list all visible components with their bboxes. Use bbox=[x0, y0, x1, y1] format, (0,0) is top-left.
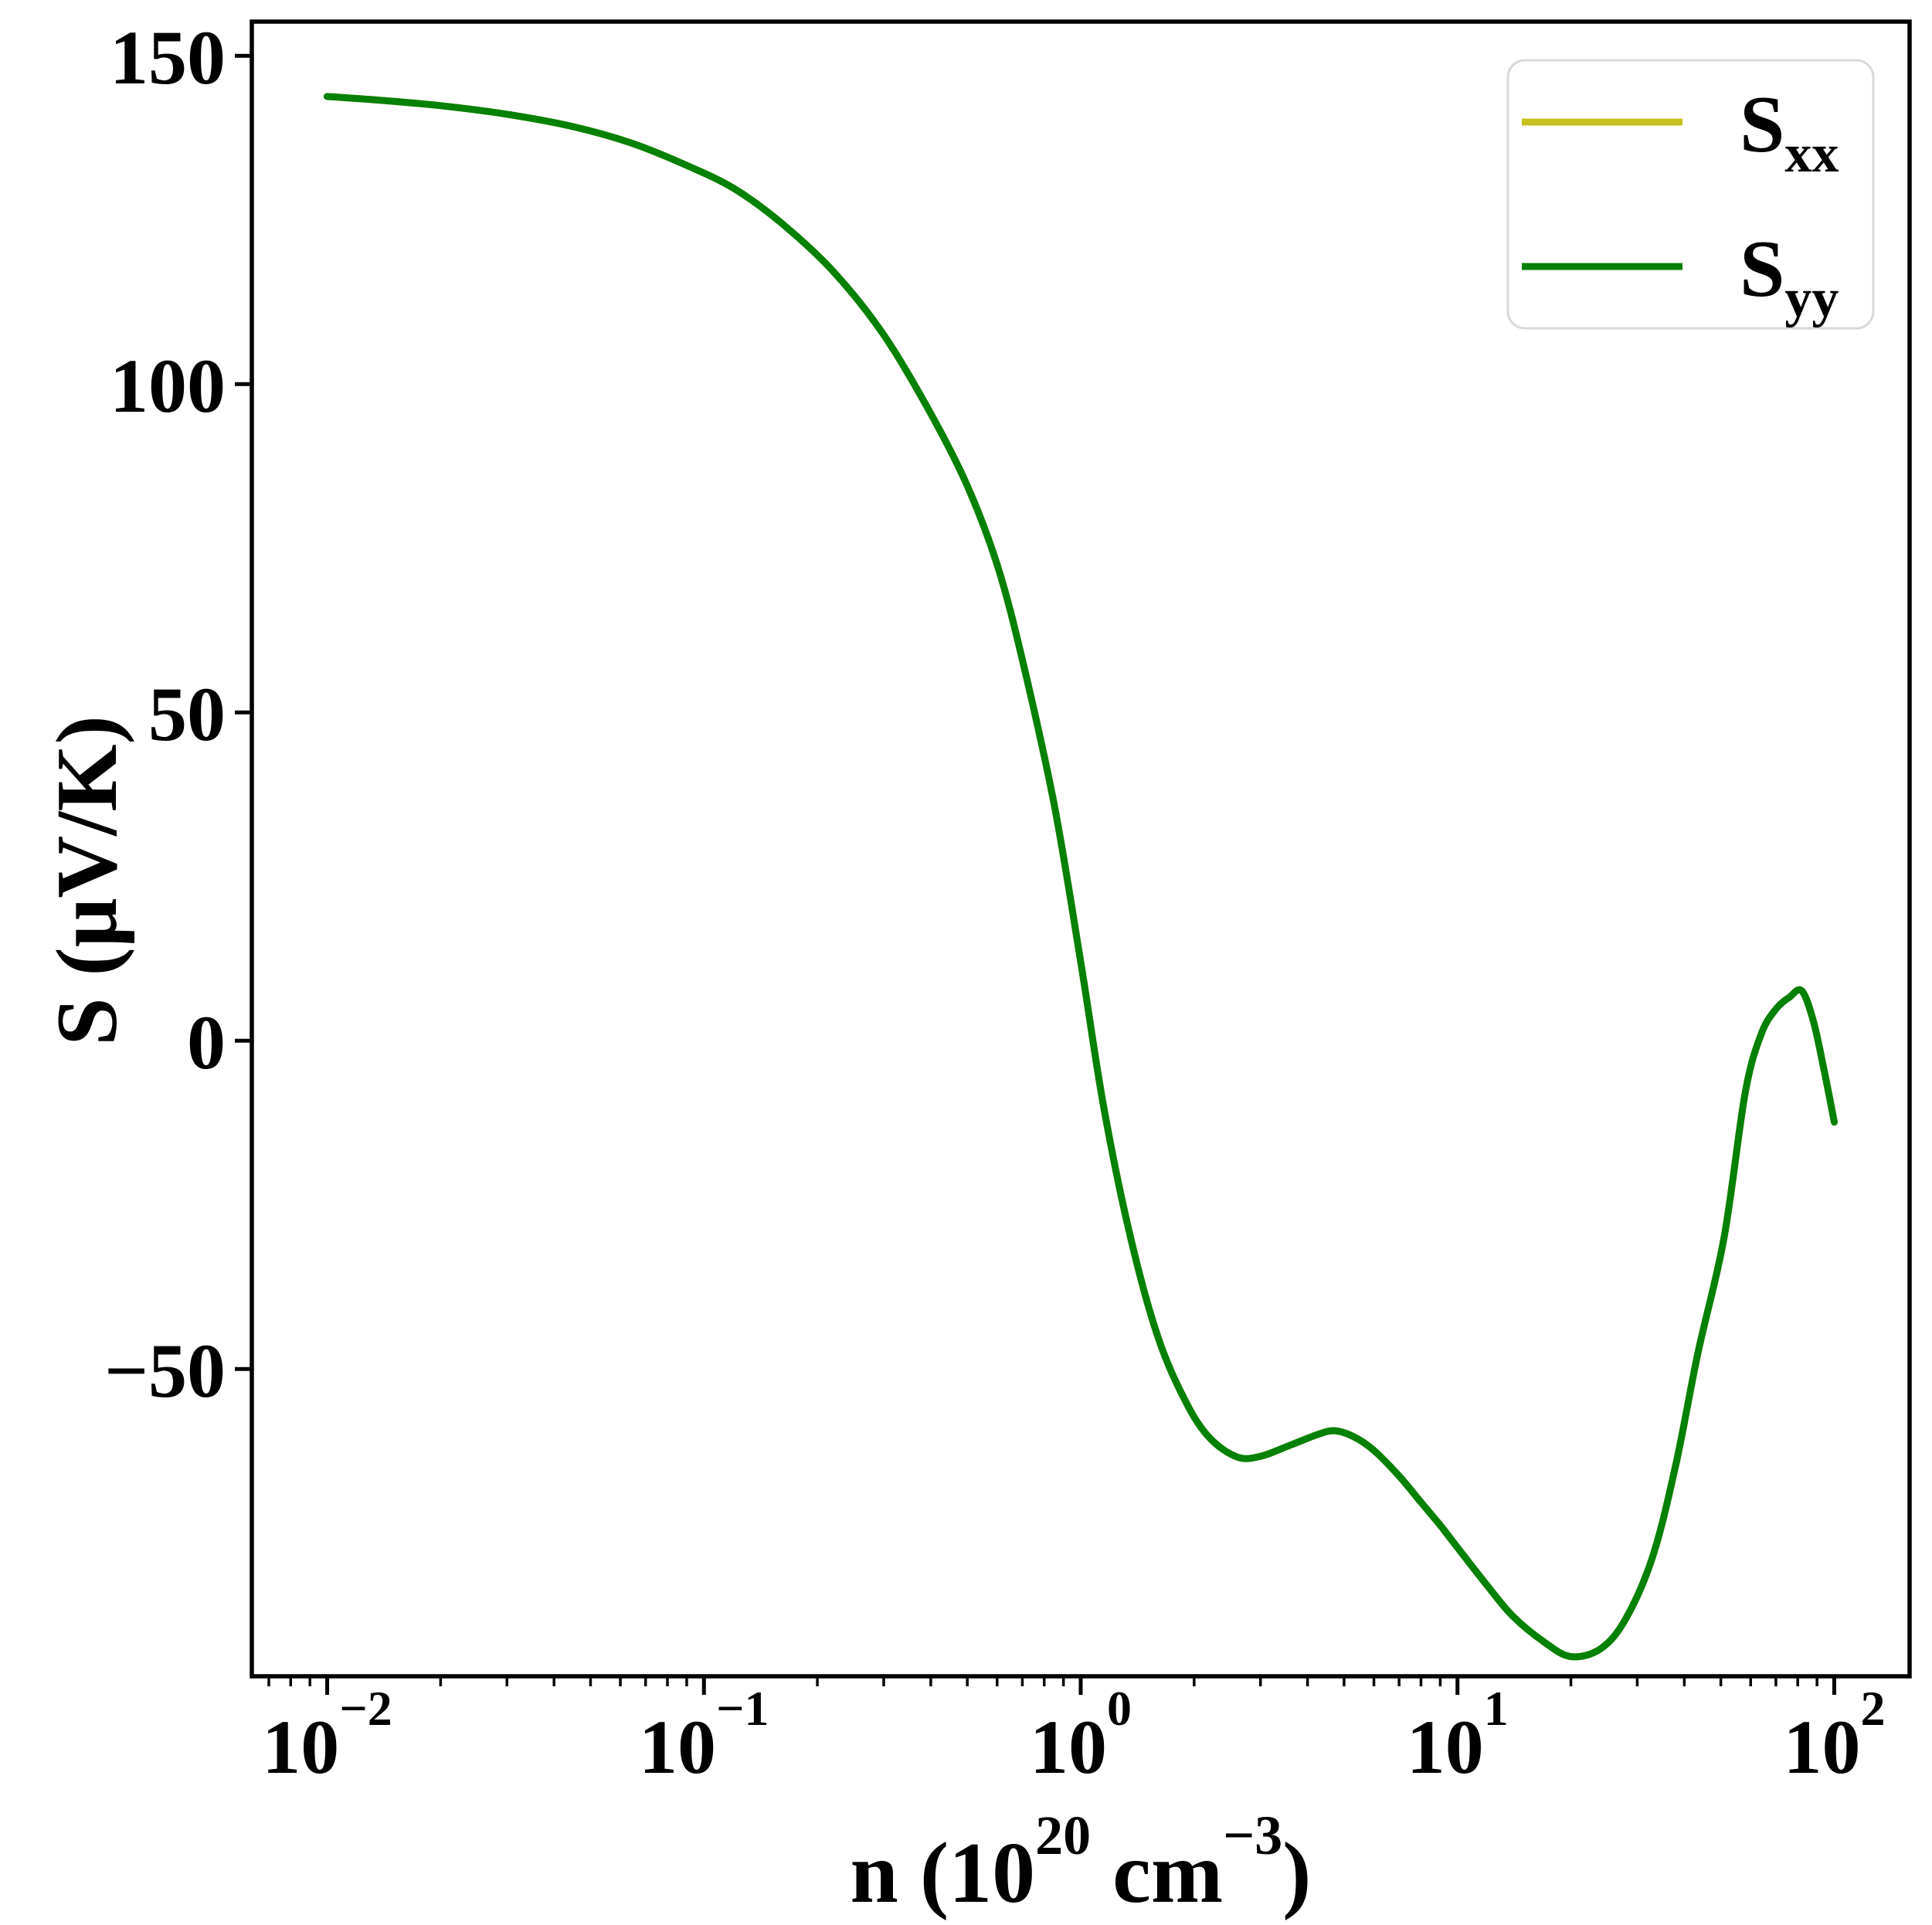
plot-frame bbox=[250, 19, 1912, 1679]
x-tick-label: 100 bbox=[1030, 1681, 1132, 1790]
y-tick-label: 150 bbox=[110, 15, 226, 100]
y-tick-label: 0 bbox=[187, 1000, 226, 1085]
x-tick-label: 10−1 bbox=[639, 1681, 769, 1790]
y-axis-label: S (μV/K) bbox=[39, 715, 135, 1046]
x-tick-label: 101 bbox=[1407, 1681, 1509, 1790]
legend: Sxx Syy bbox=[1506, 59, 1875, 330]
x-axis-label: n (1020 cm−3) bbox=[851, 1804, 1312, 1921]
x-tick-label: 102 bbox=[1783, 1681, 1885, 1790]
x-tick-label: 10−2 bbox=[262, 1681, 392, 1790]
legend-label-s_yy: Syy bbox=[1740, 223, 1839, 328]
y-tick-label: 50 bbox=[148, 671, 226, 757]
y-tick-label: 100 bbox=[110, 343, 226, 429]
legend-label-s_xx: Sxx bbox=[1740, 79, 1839, 184]
y-tick-label: −50 bbox=[104, 1328, 226, 1414]
series-path-s_yy bbox=[324, 93, 1838, 1661]
legend-box bbox=[1506, 59, 1875, 330]
